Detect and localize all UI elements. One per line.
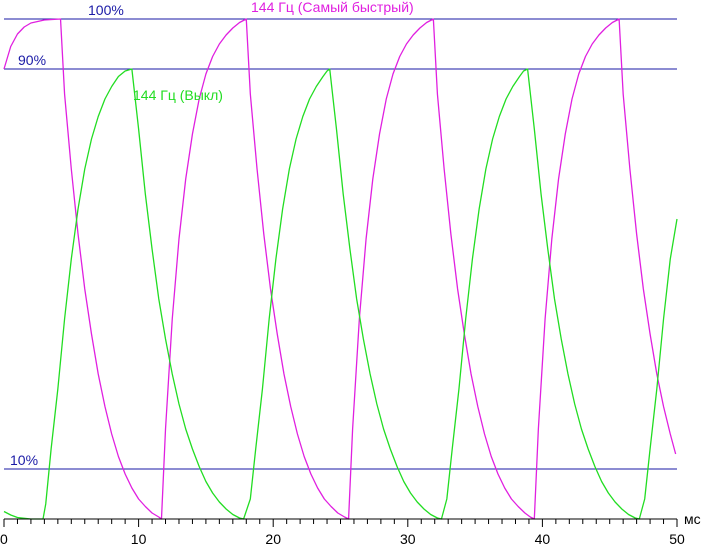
x-tick-label: 40 bbox=[535, 531, 551, 547]
x-tick-label: 20 bbox=[265, 531, 281, 547]
series-label-1: 144 Гц (Выкл) bbox=[133, 87, 223, 103]
x-tick-label: 0 bbox=[0, 531, 8, 547]
x-tick-label: 10 bbox=[131, 531, 147, 547]
x-axis: 0 10 20 30 40 50 мс bbox=[0, 511, 701, 547]
reference-label-100: 100% bbox=[88, 2, 124, 18]
x-tick-label: 50 bbox=[669, 531, 685, 547]
label-layer: 100% 90% 10% 144 Гц (Самый быстрый) 144 Гц (… bbox=[10, 0, 414, 468]
series-line-1 bbox=[3, 68, 678, 520]
reference-label-90: 90% bbox=[18, 52, 46, 68]
reference-label-10: 10% bbox=[10, 452, 38, 468]
series-label-0: 144 Гц (Самый быстрый) bbox=[251, 0, 414, 15]
reference-lines bbox=[4, 18, 677, 470]
x-axis-unit-label: мс bbox=[684, 511, 701, 527]
x-tick-label: 30 bbox=[400, 531, 416, 547]
